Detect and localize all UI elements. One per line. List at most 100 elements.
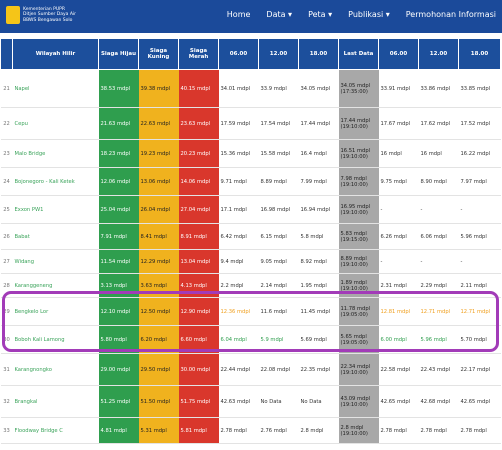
cell-value: 12.29 mdpl (140, 258, 171, 265)
cell-value: 11.6 mdpl (260, 308, 287, 315)
last-time: (19:10:00) (340, 261, 368, 268)
cell-value: 5.65 mdpl (340, 333, 367, 340)
cell: 33.9 mdpl (258, 69, 299, 108)
cell-value: 3.13 mdpl (100, 282, 127, 289)
cell: 15.36 mdpl (218, 139, 259, 168)
cell-value: 22.08 mdpl (260, 366, 291, 373)
station-name[interactable]: Bengkelo Lor (12, 297, 99, 326)
logo[interactable]: Kementerian PUPR Ditjen Sumber Daya Air BB… (6, 6, 76, 24)
header-cell: 12.00 (258, 38, 299, 70)
cell-value: 8.41 mdpl (140, 233, 167, 240)
cell: 22.63 mdpl (138, 107, 179, 140)
cell-value: 29.00 mdpl (100, 366, 131, 373)
nav-item[interactable]: Home (226, 10, 251, 19)
cell-value: 33.85 mdpl (460, 85, 491, 92)
cell-value: 22.43 mdpl (420, 366, 451, 373)
cell: 14.06 mdpl (178, 167, 219, 196)
cell-value: 16 mdpl (420, 150, 442, 157)
last-time: (19:10:00) (340, 430, 368, 437)
cell-value: 7.99 mdpl (300, 178, 327, 185)
last-time: (19:10:00) (340, 401, 368, 408)
cell-value: 22.35 mdpl (300, 366, 331, 373)
cell-value: 18.23 mdpl (100, 150, 131, 157)
cell-value: 5.96 mdpl (460, 233, 487, 240)
cell-value: 42.65 mdpl (380, 398, 411, 405)
cell: - (458, 195, 501, 224)
cell-value: 11.54 mdpl (100, 258, 131, 265)
cell: 17.44 mdpl (298, 107, 339, 140)
cell: 22.58 mdpl (378, 353, 419, 386)
station-name[interactable]: Malo Bridge (12, 139, 99, 168)
cell: - (418, 249, 459, 274)
cell-value: 42.68 mdpl (420, 398, 451, 405)
cell: 40.15 mdpl (178, 69, 219, 108)
station-name[interactable]: Exxon PW1 (12, 195, 99, 224)
cell-value: 5.70 mdpl (460, 336, 487, 343)
cell: 33.86 mdpl (418, 69, 459, 108)
station-name[interactable]: Bojonegoro - Kali Ketek (12, 167, 99, 196)
cell: 6.15 mdpl (258, 223, 299, 250)
cell: 13.06 mdpl (138, 167, 179, 196)
cell-value: 27.04 mdpl (180, 206, 211, 213)
header-cell: 12.00 (418, 38, 459, 70)
station-name[interactable]: Karangnongko (12, 353, 99, 386)
cell-value: - (420, 206, 423, 213)
nav-item[interactable]: Publikasi (348, 10, 390, 19)
cell-value: 2.11 mdpl (460, 282, 487, 289)
cell: 8.89 mdpl (19:10:00) (338, 249, 379, 274)
station-name[interactable]: Brangkal (12, 385, 99, 418)
cell-value: 8.89 mdpl (260, 178, 287, 185)
cell: 5.80 mdpl (98, 325, 139, 354)
logo-line: Ditjen Sumber Daya Air (23, 12, 77, 18)
station-name[interactable]: Babat (12, 223, 99, 250)
cell-value: 12.71 mdpl (460, 308, 491, 315)
cell-value: 7.91 mdpl (100, 233, 127, 240)
row-number: 31 (0, 353, 13, 386)
row-number: 23 (0, 139, 13, 168)
cell: 12.10 mdpl (98, 297, 139, 326)
cell: 2.8 mdpl (19:10:00) (338, 417, 379, 444)
cell-value: 7.97 mdpl (460, 178, 487, 185)
row-number: 22 (0, 107, 13, 140)
cell-value: 19.23 mdpl (140, 150, 171, 157)
cell-value: 6.42 mdpl (220, 233, 247, 240)
station-name[interactable]: Floodway Bridge C (12, 417, 99, 444)
station-name[interactable]: Napel (12, 69, 99, 108)
cell: 39.38 mdpl (138, 69, 179, 108)
nav-item[interactable]: Permohonan Informasi (405, 10, 496, 19)
cell-value: 9.4 mdpl (220, 258, 244, 265)
cell: 51.50 mdpl (138, 385, 179, 418)
cell: No Data (298, 385, 339, 418)
cell: 12.90 mdpl (178, 297, 219, 326)
cell-value: 51.50 mdpl (140, 398, 171, 405)
cell: 13.04 mdpl (178, 249, 219, 274)
cell-value: 2.78 mdpl (380, 427, 407, 434)
cell: 16.98 mdpl (258, 195, 299, 224)
cell-value: 17.54 mdpl (260, 120, 291, 127)
cell-value: 5.31 mdpl (140, 427, 167, 434)
cell: 22.43 mdpl (418, 353, 459, 386)
nav-item[interactable]: Data (266, 10, 292, 19)
station-name[interactable]: Widang (12, 249, 99, 274)
nav-item[interactable]: Peta (308, 10, 332, 19)
cell-value: 8.90 mdpl (420, 178, 447, 185)
cell-value: No Data (260, 398, 282, 405)
cell-value: - (460, 258, 463, 265)
cell: 23.63 mdpl (178, 107, 219, 140)
table-row: 32 Brangkal 51.25 mdpl 51.50 mdpl 51.75 mdpl… (0, 385, 501, 418)
cell: 16.95 mdpl (19:10:00) (338, 195, 379, 224)
cell: 5.83 mdpl (19:15:00) (338, 223, 379, 250)
cell-value: 4.81 mdpl (100, 427, 127, 434)
cell: 8.90 mdpl (418, 167, 459, 196)
cell-value: 5.8 mdpl (300, 233, 324, 240)
cell-value: 34.05 mdpl (340, 82, 371, 89)
cell-value: 16.94 mdpl (300, 206, 331, 213)
cell-value: 6.04 mdpl (220, 336, 247, 343)
cell-value: 2.78 mdpl (460, 427, 487, 434)
cell: 5.8 mdpl (298, 223, 339, 250)
table-row: 26 Babat 7.91 mdpl 8.41 mdpl 8.91 mdpl 6.42 m… (0, 223, 501, 250)
cell: No Data (258, 385, 299, 418)
table-row: 29 Bengkelo Lor 12.10 mdpl 12.50 mdpl 12.90 … (0, 297, 501, 326)
cell: 34.05 mdpl (298, 69, 339, 108)
station-name[interactable]: Cepu (12, 107, 99, 140)
